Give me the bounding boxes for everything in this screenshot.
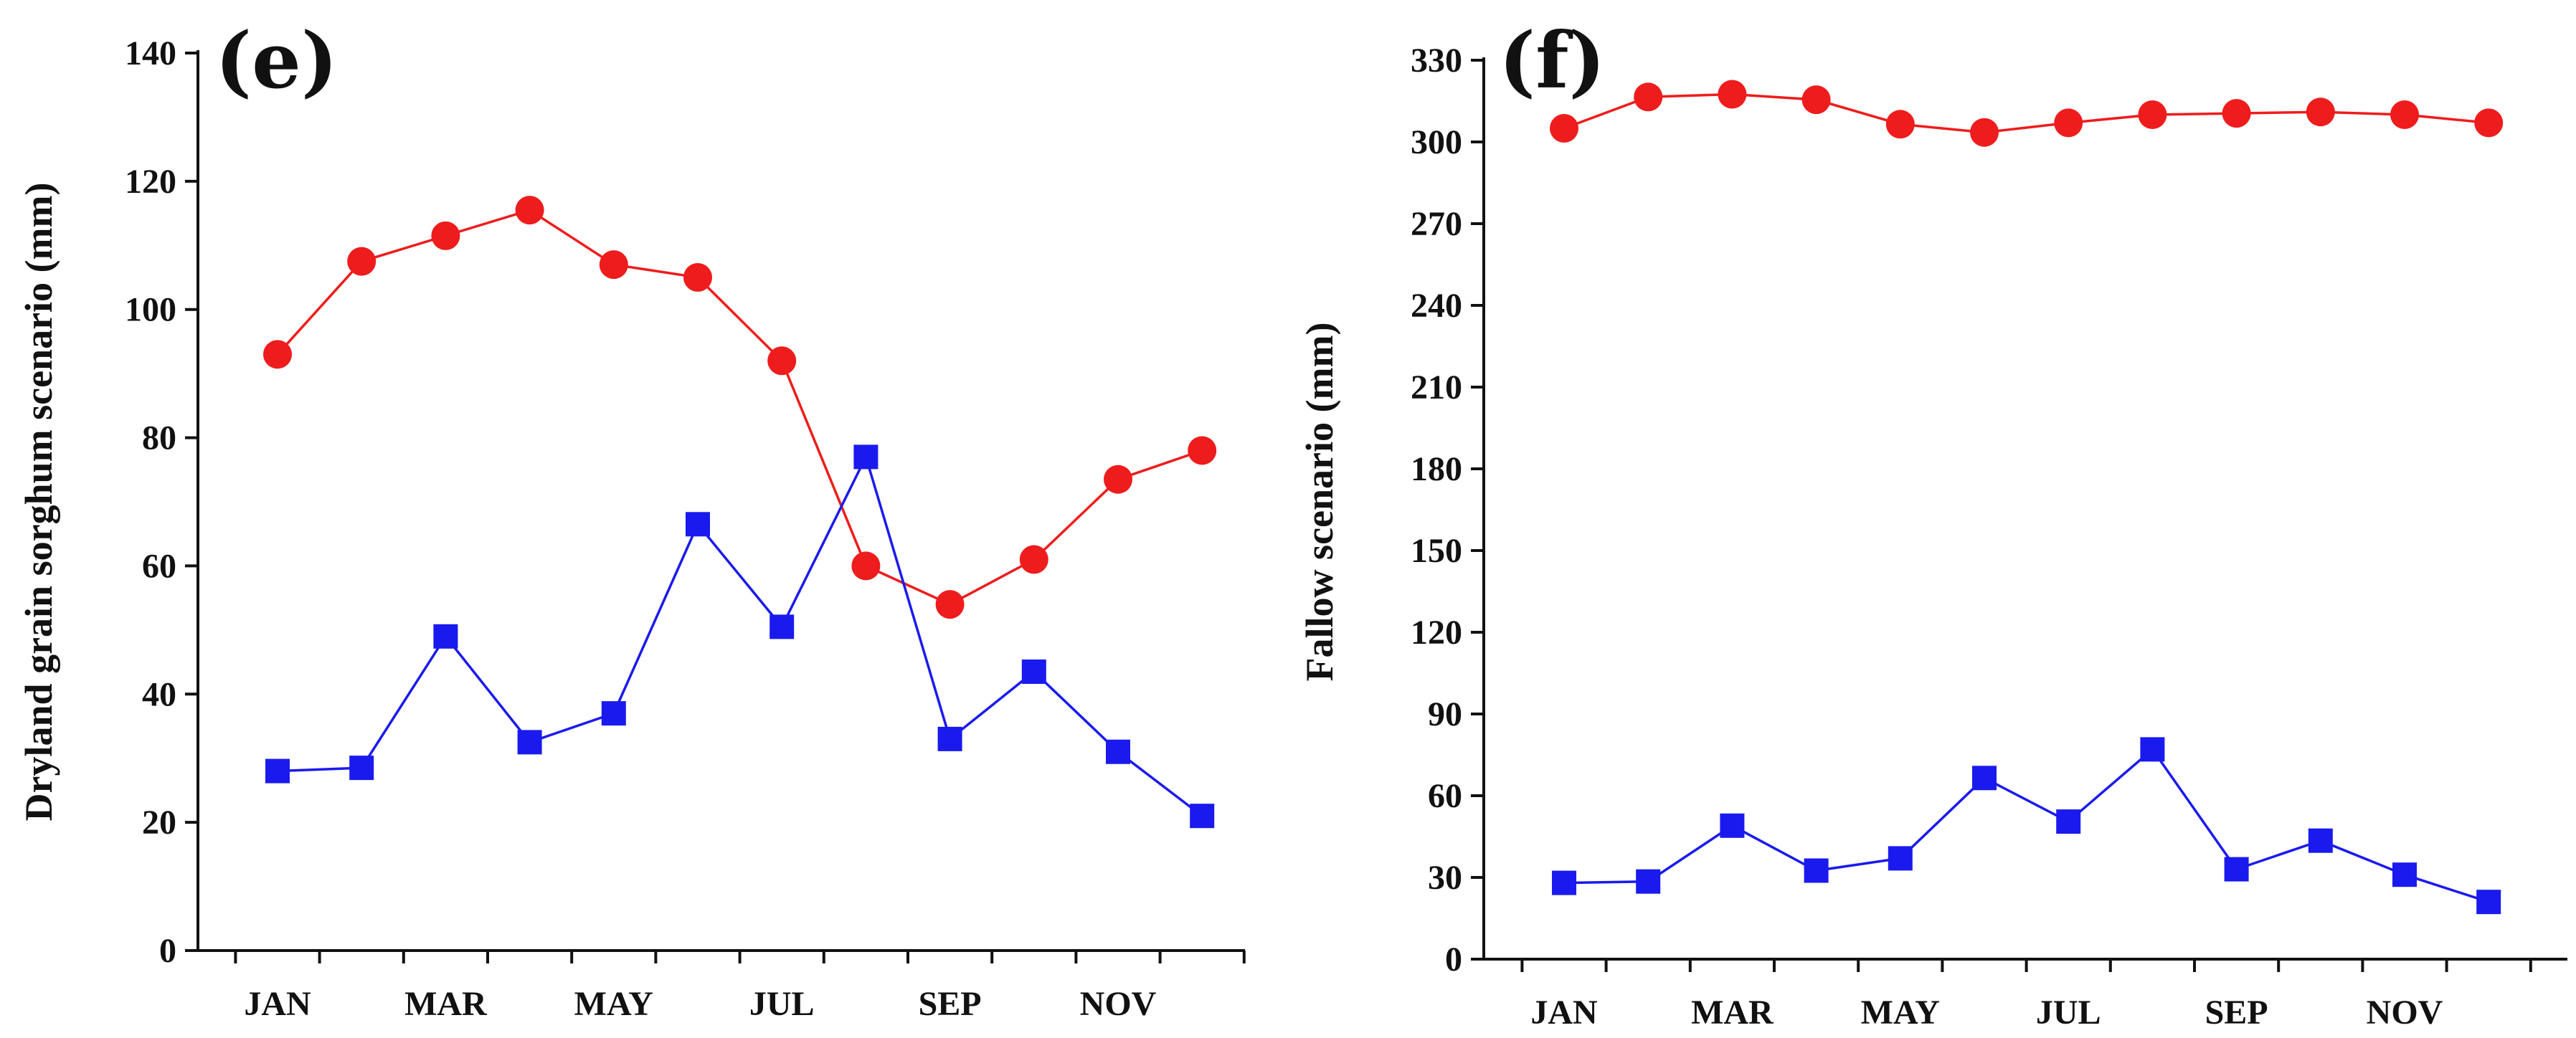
data-point-circle <box>515 196 544 225</box>
y-tick-label: 270 <box>1411 205 1462 243</box>
panel-label: (f) <box>1499 16 1606 106</box>
y-tick-label: 0 <box>159 932 176 970</box>
data-point-square <box>686 512 710 537</box>
x-tick-label: NOV <box>1080 985 1157 1023</box>
data-point-square <box>349 756 374 781</box>
data-point-square <box>853 444 879 470</box>
x-tick-label: NOV <box>2367 994 2443 1032</box>
chart-panel-f: (f) 0 30 60 90 120 150 180 210 240 270 300 330 JAN MAR… <box>1298 16 2567 1032</box>
y-tick-label: 40 <box>142 675 176 713</box>
data-point-square <box>1720 813 1745 838</box>
data-point-square <box>937 726 962 751</box>
x-tick-label: JUL <box>2036 994 2101 1032</box>
data-point-circle <box>1019 545 1048 574</box>
data-point-square <box>1972 766 1997 791</box>
series-line-blue-squares <box>1563 747 2489 903</box>
data-point-circle <box>1550 114 1578 143</box>
data-point-square <box>2308 828 2333 853</box>
data-point-circle <box>2390 100 2419 129</box>
data-point-square <box>1888 846 1913 871</box>
x-tick-label: JAN <box>244 985 311 1023</box>
x-tick-label: SEP <box>919 985 982 1023</box>
data-point-circle <box>263 340 292 369</box>
data-point-circle <box>1801 85 1831 115</box>
y-tick-label: 210 <box>1411 368 1462 406</box>
data-point-circle <box>1634 82 1663 112</box>
series-line-blue-squares <box>277 453 1203 817</box>
y-tick-label: 100 <box>125 291 176 329</box>
data-point-square <box>1190 804 1215 829</box>
y-tick-label: 60 <box>1428 777 1462 815</box>
data-point-circle <box>935 590 965 619</box>
y-tick-label: 330 <box>1411 42 1462 80</box>
y-tick-label: 300 <box>1411 123 1462 161</box>
y-tick-label: 120 <box>1411 614 1462 652</box>
data-point-square <box>2476 890 2501 915</box>
x-tick-label: JUL <box>749 985 815 1023</box>
data-point-circle <box>683 263 712 292</box>
series-line-red-circles <box>276 209 1203 606</box>
y-tick-label: 20 <box>142 804 176 842</box>
y-tick-label: 0 <box>1445 941 1462 979</box>
x-tick-label: JAN <box>1530 994 1598 1032</box>
data-point-square <box>265 758 290 784</box>
y-tick-label: 60 <box>142 547 176 585</box>
data-point-circle <box>1970 118 1999 147</box>
x-tick-label: MAR <box>404 985 488 1023</box>
y-tick-label: 90 <box>1428 695 1462 733</box>
data-point-circle <box>599 250 628 280</box>
data-point-square <box>433 624 458 649</box>
y-tick-label: 30 <box>1428 859 1462 897</box>
data-point-square <box>2224 857 2249 882</box>
data-point-square <box>517 730 542 755</box>
data-point-circle <box>347 247 377 276</box>
panel-label: (e) <box>215 16 338 106</box>
data-point-circle <box>1718 80 1747 109</box>
y-tick-label: 120 <box>125 163 176 201</box>
data-point-circle <box>2222 99 2251 128</box>
data-point-circle <box>2474 108 2504 138</box>
y-axis-title: Fallow scenario (mm) <box>1298 323 1341 682</box>
x-tick-label: SEP <box>2205 994 2268 1032</box>
y-tick-label: 240 <box>1411 287 1462 325</box>
x-tick-label: MAR <box>1691 994 1774 1032</box>
data-point-circle <box>2138 100 2167 129</box>
data-point-square <box>2392 862 2417 887</box>
data-point-circle <box>1188 436 1217 465</box>
data-point-circle <box>1104 465 1132 494</box>
data-point-circle <box>851 551 881 581</box>
data-point-circle <box>2306 97 2335 127</box>
y-axis-title: Dryland grain sorghum scenario (mm) <box>17 183 60 822</box>
data-point-square <box>601 701 626 726</box>
data-point-square <box>2056 809 2081 834</box>
data-point-circle <box>1885 110 1915 139</box>
chart-panel-e: (e) 0 20 40 60 80 100 120 140 JAN MAR MAY JUL SEP NOV D… <box>17 16 1246 1023</box>
data-point-square <box>2140 737 2165 762</box>
data-point-square <box>1021 659 1046 684</box>
x-tick-label: MAY <box>574 985 653 1023</box>
data-point-circle <box>767 346 797 376</box>
data-point-square <box>770 614 795 639</box>
data-point-circle <box>2054 108 2083 138</box>
data-point-square <box>1106 739 1130 764</box>
data-point-square <box>1804 858 1829 883</box>
y-tick-label: 180 <box>1411 450 1462 488</box>
data-point-circle <box>431 221 460 250</box>
y-tick-label: 140 <box>125 34 176 72</box>
data-point-square <box>1636 869 1661 894</box>
y-tick-label: 80 <box>142 419 176 457</box>
y-tick-label: 150 <box>1411 532 1462 570</box>
data-point-square <box>1552 870 1576 895</box>
x-tick-label: MAY <box>1861 994 1940 1032</box>
